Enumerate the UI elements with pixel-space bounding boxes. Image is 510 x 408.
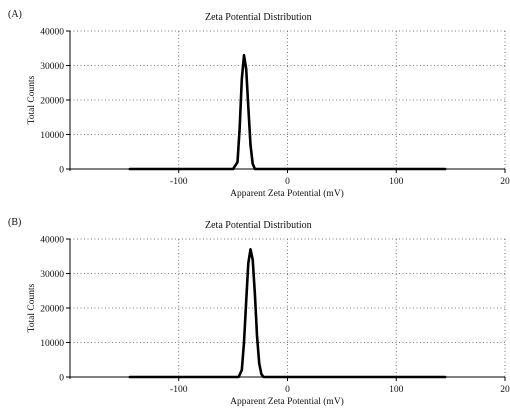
panel-label: (B) — [8, 217, 22, 228]
y-tick-label: 40000 — [40, 236, 64, 246]
y-tick-label: 30000 — [40, 62, 64, 72]
x-tick-label: -100 — [170, 385, 188, 395]
chart-title: Zeta Potential Distribution — [205, 12, 312, 23]
y-tick-label: 0 — [59, 374, 64, 384]
y-tick-label: 0 — [59, 166, 64, 176]
x-tick-label: 20 — [500, 177, 510, 187]
x-axis-label: Apparent Zeta Potential (mV) — [230, 396, 344, 407]
chart-title: Zeta Potential Distribution — [205, 220, 312, 231]
chart-svg: 0 10000 20000 30000 40000 -100 0 100 20 Apparent … — [27, 28, 510, 200]
x-tick-label: 20 — [500, 385, 510, 395]
y-tick-label: 10000 — [40, 131, 64, 141]
y-tick-label: 10000 — [40, 339, 64, 349]
chart-panel-a: (A) Zeta Potential Distribution 0 10000 20… — [0, 0, 510, 200]
x-tick-label: -100 — [170, 177, 188, 187]
x-axis-label: Apparent Zeta Potential (mV) — [230, 188, 344, 199]
x-tick-label: 0 — [285, 177, 290, 187]
panel-label: (A) — [8, 9, 22, 20]
y-tick-label: 20000 — [40, 97, 64, 107]
series-line — [128, 53, 447, 171]
y-tick-label: 20000 — [40, 305, 64, 315]
y-tick-label: 30000 — [40, 270, 64, 280]
y-tick-label: 40000 — [40, 28, 64, 38]
x-tick-label: 100 — [389, 177, 404, 187]
series-line — [128, 247, 447, 379]
chart-svg: 0 10000 20000 30000 40000 -100 0 100 20 Apparent … — [27, 236, 510, 408]
y-axis-label: Total Counts — [27, 75, 37, 124]
x-tick-label: 0 — [285, 385, 290, 395]
y-axis-label: Total Counts — [27, 283, 37, 332]
x-tick-label: 100 — [389, 385, 404, 395]
chart-panel-b: (B) Zeta Potential Distribution 0 10000 20… — [0, 208, 510, 408]
